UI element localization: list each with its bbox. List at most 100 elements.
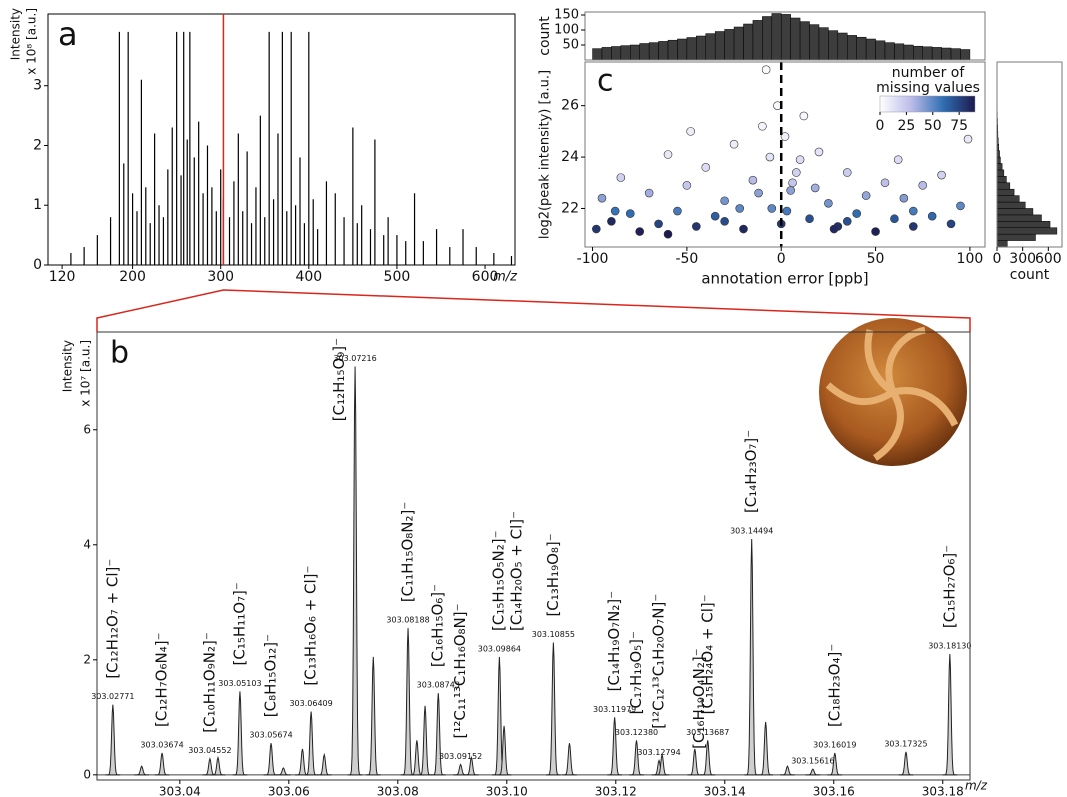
peak-mass-label: 303.16019 <box>813 740 856 749</box>
y-axis-label: Intensity <box>61 340 75 392</box>
peak-mass-label: 303.07216 <box>333 354 376 363</box>
formula-annotation: [C₁₅H₁₁O₇]⁻ <box>230 582 248 665</box>
peak-mass-label: 303.02771 <box>91 692 134 701</box>
peaks <box>97 366 970 776</box>
spectrum-peak <box>232 691 248 776</box>
x-tick-label: 120 <box>49 269 76 285</box>
x-tick-label: 300 <box>1009 251 1036 267</box>
histogram-bar <box>743 23 754 61</box>
histogram-bar <box>752 20 763 61</box>
scatter-point <box>710 211 720 221</box>
histogram-bar <box>922 46 933 61</box>
spectrum-peak <box>263 743 279 776</box>
y-tick-label: 2 <box>33 137 42 153</box>
histogram-bar <box>818 27 829 61</box>
scatter-point <box>682 181 692 190</box>
x-tick-label: 100 <box>957 251 984 267</box>
scatter-point <box>810 183 820 193</box>
x-tick-label: 303.16 <box>813 785 855 797</box>
scatter-point <box>635 227 645 236</box>
spectrum-peak <box>430 693 446 776</box>
scatter-point <box>765 152 775 162</box>
peak-mass-label: 303.12794 <box>637 748 680 757</box>
histogram-bar <box>809 24 820 61</box>
spectrum-peak <box>780 765 795 776</box>
spectrum-peak <box>347 366 363 776</box>
formula-annotation: [C₁₈H₂₃O₄]⁻ <box>825 644 843 727</box>
colorbar-tick-label: 25 <box>897 118 915 134</box>
spectrum-peak <box>316 752 332 776</box>
scatter-point <box>616 173 626 182</box>
spectrum-peak <box>134 765 150 776</box>
scatter-point <box>625 209 635 218</box>
x-tick-label: 303.08 <box>377 785 419 797</box>
colorbar-tick-label: 50 <box>924 118 942 134</box>
y-tick-label: 0 <box>33 257 42 273</box>
spectrum-peak <box>295 748 310 776</box>
scatter-point <box>927 211 937 221</box>
x-tick-label: 200 <box>119 269 146 285</box>
histogram-bar <box>996 163 1003 171</box>
peak-mass-label: 303.08743 <box>417 681 460 690</box>
scatter-point <box>893 155 903 164</box>
scatter-point <box>909 206 918 216</box>
formula-annotation: [C₈H₁₅O₁₂]⁻ <box>261 634 279 717</box>
x-tick-label: 0 <box>993 251 1002 267</box>
histogram-bar <box>601 47 612 61</box>
x-tick-label: 303.12 <box>595 785 637 797</box>
scatter-point <box>786 186 795 195</box>
scatter-point <box>644 188 654 198</box>
histogram-bar <box>705 33 716 61</box>
spectrum-peak <box>805 768 821 776</box>
spectrum-peak <box>546 642 561 776</box>
formula-annotation: [C₁₆H₁₅O₆]⁻ <box>429 584 447 667</box>
y-axis-label: log2(peak intensity) [a.u.] <box>538 70 553 239</box>
y-axis-label: Intensity <box>9 8 23 60</box>
scatter-point <box>610 206 620 216</box>
x-tick-label: -50 <box>675 251 698 267</box>
scatter-point <box>792 168 801 177</box>
histogram-bar <box>996 233 1036 241</box>
scatter-point <box>663 150 673 159</box>
scatter-point <box>673 206 682 216</box>
peak-mass-label: 303.14494 <box>730 527 773 536</box>
x-axis-label: m/z <box>493 270 518 285</box>
colorbar <box>879 95 976 113</box>
scatter-point <box>890 214 899 224</box>
y-tick-label: 50 <box>562 38 579 53</box>
x-tick-label: 400 <box>295 269 322 285</box>
histogram-bar <box>913 45 923 61</box>
peak-mass-label: 303.13687 <box>686 728 729 737</box>
histogram-bar <box>696 35 707 61</box>
histogram-bar <box>620 45 631 61</box>
formula-annotation: [¹²C₁₁¹³C₁H₁₆O₈N]⁻ <box>451 603 469 738</box>
histogram-bar <box>667 39 678 61</box>
histogram-bar <box>790 17 801 61</box>
peak-mass-label: 303.03674 <box>140 740 183 749</box>
spectrum-peak <box>400 628 416 776</box>
peak-mass-label: 303.17325 <box>884 739 927 748</box>
x-tick-label: 0 <box>777 251 786 267</box>
spectrum-peak <box>654 752 670 776</box>
scatter-point <box>788 178 797 188</box>
spectrum-peak <box>629 740 644 776</box>
histogram-bar <box>686 37 697 61</box>
formula-annotation: [C₁₆H₁₉O₄N₂]⁻ <box>690 648 708 748</box>
histogram-bar <box>828 30 839 61</box>
y-axis-label: x 10⁷ [a.u.] <box>79 340 93 407</box>
formula-annotation: [C₁₂H₇O₆N₄]⁻ <box>152 633 170 727</box>
histogram-bar <box>884 42 895 61</box>
spectrum-peak <box>687 748 703 776</box>
x-tick-label: 300 <box>207 269 234 285</box>
x-tick-label: 600 <box>1035 251 1062 267</box>
spectrum-peak <box>827 752 843 776</box>
peak-mass-label: 303.09152 <box>439 752 482 761</box>
colorbar-title: number of <box>892 65 966 81</box>
scatter-point <box>871 227 880 236</box>
y-tick-label: 26 <box>561 98 579 114</box>
histogram-bar <box>950 48 961 61</box>
histogram-bar <box>996 188 1015 196</box>
panel-label: b <box>110 336 129 371</box>
sticks <box>70 31 513 265</box>
